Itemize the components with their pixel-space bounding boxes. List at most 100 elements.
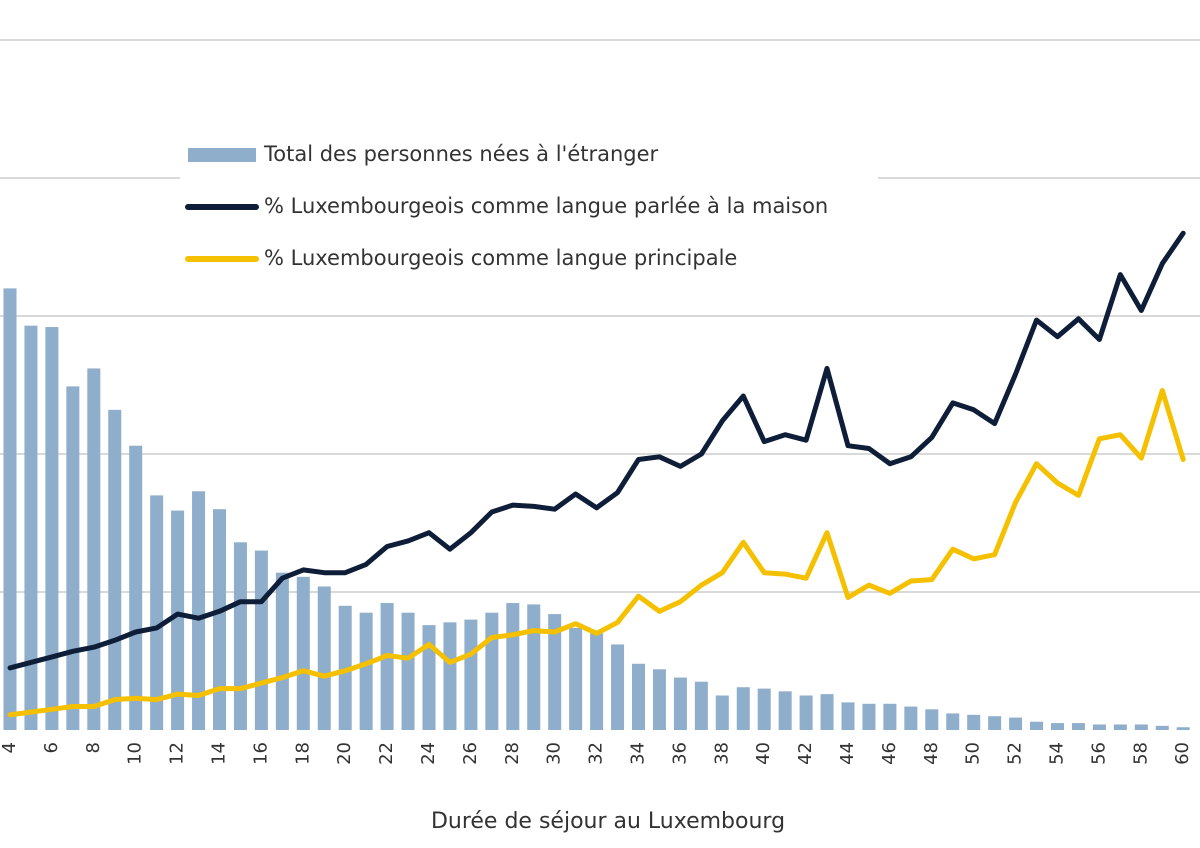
bar (359, 612, 373, 730)
x-tick-label: 38 (711, 742, 732, 765)
bar (129, 445, 143, 730)
x-tick-label: 56 (1088, 742, 1109, 765)
bar (254, 550, 268, 730)
bar (1113, 724, 1127, 730)
line (7, 230, 1186, 671)
x-tick-label: 16 (250, 742, 271, 765)
x-tick-label: 4 (0, 742, 20, 753)
bar (632, 663, 645, 730)
x-tick-label: 22 (376, 742, 397, 765)
x-axis-title: Durée de séjour au Luxembourg (431, 809, 785, 834)
bar (1176, 727, 1190, 730)
x-tick-label: 26 (460, 742, 481, 765)
bar (820, 694, 834, 730)
bar (192, 491, 206, 730)
bar (506, 603, 520, 730)
bar (108, 409, 122, 730)
bar (904, 706, 918, 730)
bar (150, 495, 164, 730)
bar (275, 572, 289, 730)
bar (338, 605, 352, 730)
bar (527, 604, 541, 730)
bar (87, 368, 101, 730)
x-tick-label: 40 (753, 742, 774, 765)
x-tick-label: 14 (209, 742, 230, 765)
bar (1134, 724, 1148, 730)
x-tick-label: 12 (167, 742, 188, 765)
bar (569, 627, 583, 730)
x-tick-label: 48 (921, 742, 942, 765)
x-tick-labels: 4 6 8 10 12 14 16 18 20 22 24 26 28 30 32 34 36 38 40 42 44 4… (0, 742, 1193, 765)
grid (0, 39, 1200, 593)
x-tick-label: 18 (292, 742, 313, 765)
bar (233, 542, 247, 730)
bar (3, 288, 17, 730)
x-tick-label: 20 (334, 742, 355, 765)
bar (1051, 723, 1064, 730)
bar (1030, 721, 1044, 730)
legend-swatch (188, 148, 256, 162)
bar (1071, 723, 1085, 730)
bar (1092, 724, 1106, 730)
bar (715, 695, 729, 730)
x-tick-label: 6 (41, 742, 62, 753)
bar (883, 703, 897, 730)
bars (3, 288, 1190, 730)
bar (967, 714, 981, 730)
bar (757, 688, 771, 730)
x-tick-label: 42 (795, 742, 816, 765)
x-tick-label: 46 (879, 742, 900, 765)
bar (464, 619, 478, 730)
x-tick-label: 54 (1047, 742, 1068, 765)
x-tick-label: 30 (544, 742, 565, 765)
legend-label: Total des personnes nées à l'étranger (263, 142, 659, 166)
bar (799, 695, 813, 730)
legend-label: % Luxembourgeois comme langue principale (264, 246, 737, 270)
bar (590, 633, 604, 730)
bar (946, 713, 960, 730)
bar (736, 687, 750, 730)
x-tick-label: 36 (669, 742, 690, 765)
bar (694, 681, 708, 730)
x-tick-label: 60 (1172, 742, 1193, 765)
bar (673, 677, 687, 730)
bar (317, 586, 331, 730)
x-tick-label: 50 (963, 742, 984, 765)
bar (925, 709, 939, 730)
bar (380, 603, 394, 730)
x-tick-label: 24 (418, 742, 439, 765)
x-tick-label: 52 (1005, 742, 1026, 765)
bar (652, 669, 666, 730)
x-tick-label: 8 (83, 742, 104, 753)
bar (401, 612, 415, 730)
bar (213, 509, 226, 730)
bar (485, 612, 499, 730)
bar (296, 576, 310, 730)
x-tick-label: 10 (125, 742, 146, 765)
bar (45, 327, 59, 730)
line (7, 388, 1186, 718)
x-tick-label: 58 (1130, 742, 1151, 765)
bar (24, 325, 38, 730)
bar (66, 386, 80, 730)
x-tick-label: 28 (502, 742, 523, 765)
legend-label: % Luxembourgeois comme langue parlée à l… (264, 194, 828, 218)
legend-box (180, 130, 878, 282)
x-tick-label: 44 (837, 742, 858, 765)
bar (841, 702, 855, 730)
bar (422, 625, 436, 730)
x-tick-label: 34 (628, 742, 649, 765)
bar (1009, 717, 1023, 730)
x-tick-label: 32 (586, 742, 607, 765)
bar (611, 644, 625, 730)
bar (778, 691, 792, 730)
bar (862, 703, 876, 730)
legend: Total des personnes nées à l'étranger % L… (185, 142, 828, 270)
bar (548, 614, 562, 730)
bar (1155, 725, 1169, 730)
bar (171, 510, 185, 730)
bar (988, 716, 1002, 730)
bar (443, 622, 457, 730)
